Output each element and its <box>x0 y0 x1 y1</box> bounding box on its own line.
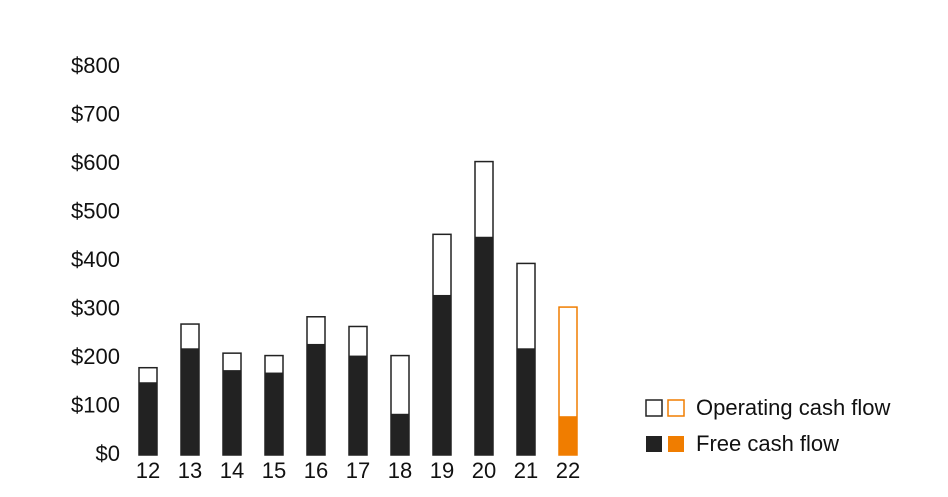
x-tick-label: 14 <box>220 458 244 483</box>
y-tick-label: $300 <box>71 295 120 320</box>
y-tick-label: $400 <box>71 247 120 272</box>
bar <box>349 355 367 455</box>
x-tick-label: 21 <box>514 458 538 483</box>
y-tick-label: $500 <box>71 198 120 223</box>
legend-swatch <box>646 436 662 452</box>
bar <box>139 382 157 455</box>
x-tick-label: 15 <box>262 458 286 483</box>
x-tick-label: 18 <box>388 458 412 483</box>
bar <box>223 370 241 455</box>
bar <box>265 372 283 455</box>
legend-swatch <box>645 399 663 417</box>
bar <box>433 294 451 455</box>
y-tick-label: $700 <box>71 101 120 126</box>
x-tick-label: 22 <box>556 458 580 483</box>
bar <box>307 343 325 455</box>
bar <box>517 348 535 455</box>
legend-swatch <box>667 399 685 417</box>
x-tick-label: 16 <box>304 458 328 483</box>
bar <box>475 236 493 455</box>
y-tick-label: $100 <box>71 392 120 417</box>
bar <box>391 413 409 455</box>
legend-label: Operating cash flow <box>696 395 891 420</box>
bar <box>559 416 577 455</box>
legend-label: Free cash flow <box>696 431 839 456</box>
bar <box>181 348 199 455</box>
y-tick-label: $800 <box>71 53 120 78</box>
x-tick-label: 17 <box>346 458 370 483</box>
y-tick-label: $200 <box>71 344 120 369</box>
y-tick-label: $600 <box>71 150 120 175</box>
legend-swatch <box>668 436 684 452</box>
x-tick-label: 20 <box>472 458 496 483</box>
x-tick-label: 12 <box>136 458 160 483</box>
y-tick-label: $0 <box>96 441 120 466</box>
x-tick-label: 13 <box>178 458 202 483</box>
x-tick-label: 19 <box>430 458 454 483</box>
